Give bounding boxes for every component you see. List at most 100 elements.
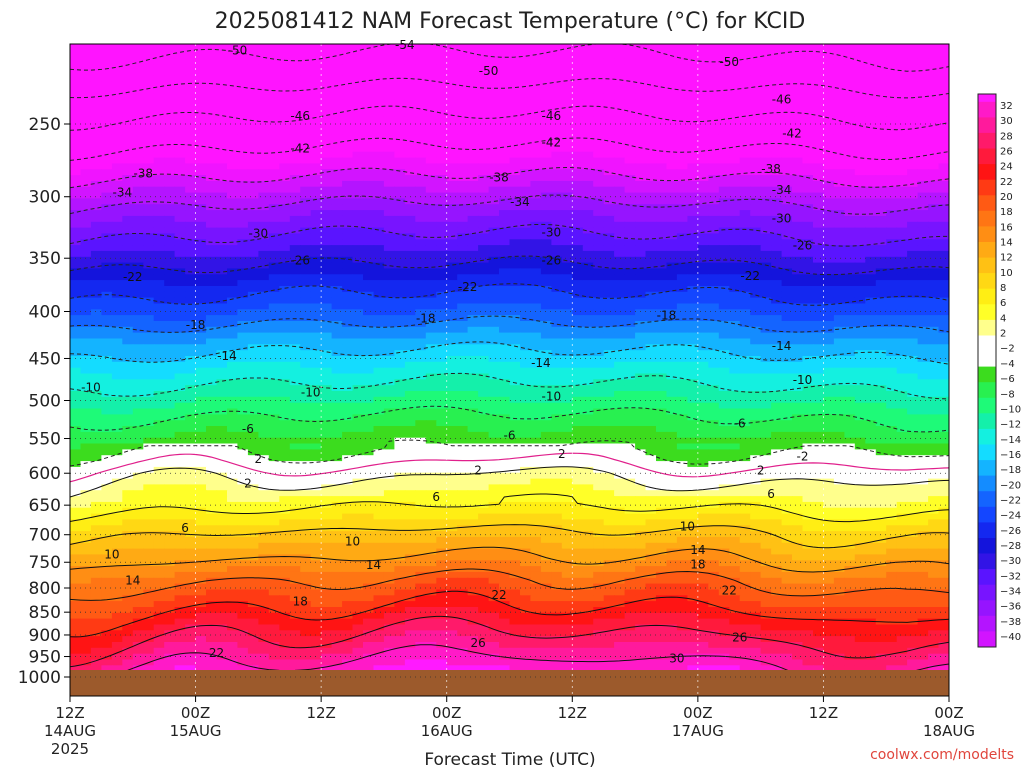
heat-cell: [645, 192, 657, 200]
heat-cell: [132, 215, 144, 223]
heat-cell: [792, 175, 804, 182]
heat-cell: [875, 268, 887, 275]
heat-cell: [70, 134, 82, 141]
heat-cell: [342, 332, 354, 340]
heat-cell: [572, 321, 584, 328]
heat-cell: [363, 373, 375, 381]
heat-cell: [331, 70, 343, 77]
heat-cell: [289, 344, 301, 351]
heat-cell: [635, 44, 647, 48]
heat-cell: [917, 315, 929, 322]
heat-cell: [268, 44, 280, 48]
heat-cell: [509, 134, 521, 141]
heat-cell: [697, 46, 709, 54]
heat-cell: [195, 344, 207, 351]
heat-cell: [342, 87, 354, 95]
heat-cell: [342, 75, 354, 83]
heat-cell: [70, 204, 82, 211]
heat-cell: [300, 145, 312, 153]
heat-cell: [394, 110, 406, 118]
heat-cell: [122, 274, 134, 281]
heat-cell: [750, 344, 762, 351]
heat-cell: [279, 239, 291, 246]
heat-cell: [687, 291, 699, 299]
heat-cell: [561, 321, 573, 328]
heat-cell: [70, 210, 82, 217]
heat-cell: [258, 105, 270, 112]
heat-cell: [593, 180, 605, 188]
heat-cell: [478, 75, 490, 83]
heat-cell: [666, 233, 678, 240]
heat-cell: [132, 262, 144, 270]
heat-cell: [676, 122, 688, 130]
heat-cell: [268, 204, 280, 211]
heat-cell: [792, 286, 804, 293]
heat-cell: [551, 198, 563, 205]
heat-cell: [875, 110, 887, 118]
heat-cell: [499, 128, 511, 135]
heat-cell: [917, 93, 929, 100]
heat-cell: [530, 110, 542, 118]
heat-cell: [593, 227, 605, 235]
heat-cell: [938, 186, 949, 194]
heat-cell: [363, 44, 375, 48]
heat-cell: [635, 350, 647, 357]
heat-cell: [551, 186, 563, 194]
heat-cell: [227, 338, 239, 346]
heat-cell: [247, 379, 259, 386]
heat-cell: [813, 309, 825, 316]
heat-cell: [457, 262, 469, 270]
heat-cell: [666, 221, 678, 229]
heat-cell: [792, 87, 804, 95]
heat-cell: [342, 250, 354, 258]
heat-cell: [373, 99, 385, 106]
heat-cell: [185, 122, 197, 130]
heat-cell: [436, 110, 448, 118]
heat-cell: [185, 338, 197, 346]
heat-cell: [771, 221, 783, 229]
heat-cell: [195, 151, 207, 159]
heat-cell: [488, 303, 500, 311]
heat-cell: [938, 128, 949, 135]
heat-cell: [111, 99, 123, 106]
heat-cell: [342, 315, 354, 322]
heat-cell: [227, 361, 239, 369]
heat-cell: [499, 46, 511, 54]
heat-cell: [593, 44, 605, 48]
heat-cell: [425, 344, 437, 351]
heat-cell: [404, 151, 416, 159]
heat-cell: [635, 186, 647, 194]
heat-cell: [917, 163, 929, 170]
heat-cell: [216, 233, 228, 240]
heat-cell: [164, 227, 176, 235]
heat-cell: [227, 268, 239, 275]
heat-cell: [614, 204, 626, 211]
heat-cell: [258, 110, 270, 118]
heat-cell: [310, 326, 322, 334]
heat-cell: [687, 297, 699, 305]
heat-cell: [268, 315, 280, 322]
heat-cell: [352, 326, 364, 334]
heat-cell: [80, 239, 92, 246]
heat-cell: [718, 134, 730, 141]
heat-cell: [80, 110, 92, 118]
heat-cell: [425, 356, 437, 363]
heat-cell: [833, 81, 845, 89]
heat-cell: [101, 140, 113, 147]
heat-cell: [164, 262, 176, 270]
heat-cell: [300, 52, 312, 60]
heat-cell: [415, 145, 427, 153]
heat-cell: [289, 186, 301, 194]
heat-cell: [394, 157, 406, 165]
heat-cell: [917, 286, 929, 293]
heat-cell: [227, 186, 239, 194]
heat-cell: [823, 350, 835, 357]
heat-cell: [844, 198, 856, 205]
heat-cell: [813, 64, 825, 71]
heat-cell: [289, 274, 301, 281]
heat-cell: [917, 169, 929, 176]
heat-cell: [383, 99, 395, 106]
heat-cell: [111, 227, 123, 235]
heat-cell: [593, 286, 605, 293]
heat-cell: [760, 210, 772, 217]
